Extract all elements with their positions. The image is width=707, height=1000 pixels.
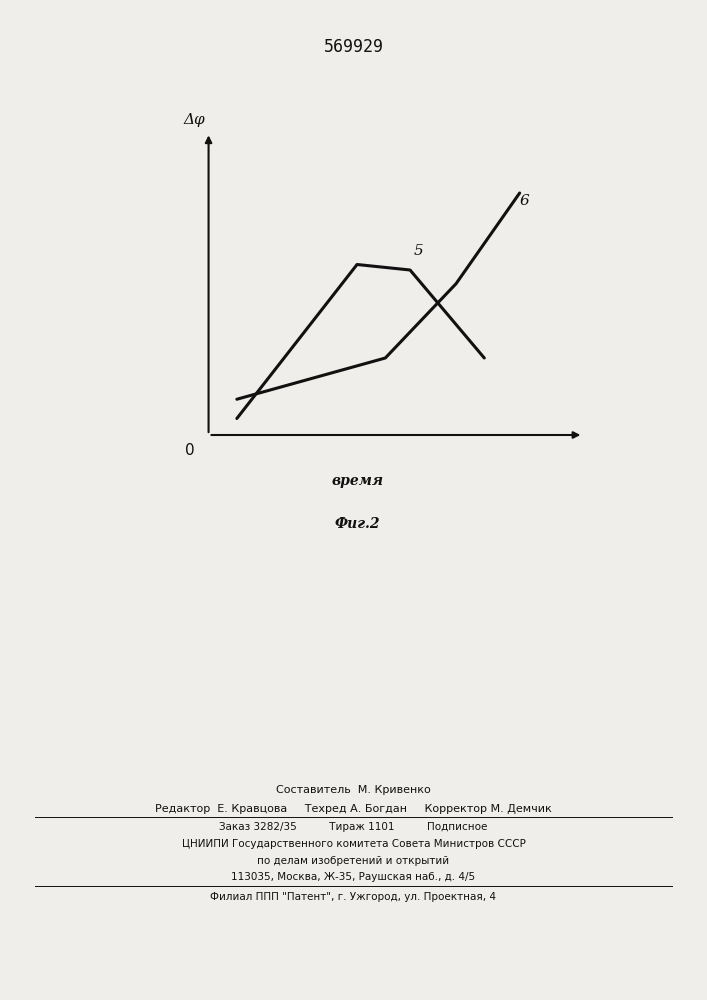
Text: Заказ 3282/35          Тираж 1101          Подписное: Заказ 3282/35 Тираж 1101 Подписное	[219, 822, 488, 832]
Text: Филиал ППП "Патент", г. Ужгород, ул. Проектная, 4: Филиал ППП "Патент", г. Ужгород, ул. Про…	[211, 892, 496, 902]
Text: по делам изобретений и открытий: по делам изобретений и открытий	[257, 856, 450, 866]
Text: 6: 6	[520, 194, 530, 208]
Text: 0: 0	[185, 443, 194, 458]
Text: ЦНИИПИ Государственного комитета Совета Министров СССР: ЦНИИПИ Государственного комитета Совета …	[182, 839, 525, 849]
Text: 113035, Москва, Ж-35, Раушская наб., д. 4/5: 113035, Москва, Ж-35, Раушская наб., д. …	[231, 872, 476, 882]
Text: 569929: 569929	[324, 38, 383, 56]
Text: время: время	[331, 474, 383, 488]
Text: 5: 5	[414, 244, 423, 258]
Text: Δφ: Δφ	[184, 113, 205, 127]
Text: Фиг.2: Фиг.2	[334, 518, 380, 532]
Text: Составитель  М. Кривенко: Составитель М. Кривенко	[276, 785, 431, 795]
Text: Редактор  Е. Кравцова     Техред А. Богдан     Корректор М. Демчик: Редактор Е. Кравцова Техред А. Богдан Ко…	[155, 804, 552, 814]
